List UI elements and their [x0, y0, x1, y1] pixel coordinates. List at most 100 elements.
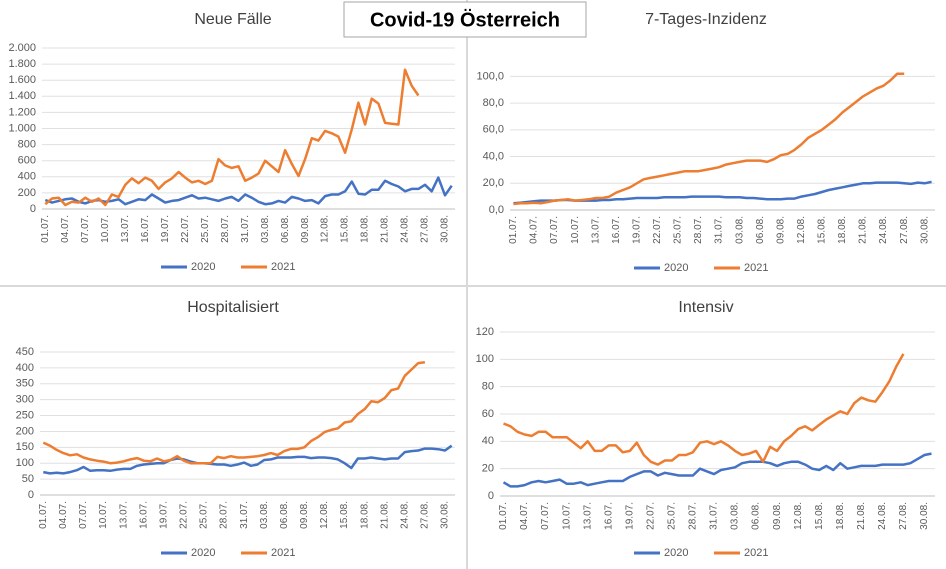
legend-label: 2020	[664, 547, 688, 559]
x-tick-label: 04.07.	[519, 502, 530, 530]
x-tick-label: 31.07.	[239, 501, 250, 529]
chart-title: Hospitalisiert	[187, 299, 279, 316]
y-tick-label: 20,0	[483, 177, 504, 189]
legend-label: 2021	[271, 261, 295, 273]
x-tick-label: 10.07.	[561, 502, 572, 530]
x-tick-label: 19.07.	[631, 216, 642, 244]
y-tick-label: 400	[18, 171, 36, 183]
x-tick-label: 31.07.	[714, 216, 725, 244]
x-tick-label: 16.07.	[140, 215, 151, 243]
legend-label: 2021	[271, 547, 295, 559]
x-tick-label: 24.08.	[400, 215, 411, 243]
x-tick-label: 15.08.	[817, 216, 828, 244]
x-tick-label: 07.07.	[549, 216, 560, 244]
y-tick-label: 200	[18, 187, 36, 199]
y-tick-label: 1.600	[8, 74, 36, 86]
y-tick-label: 0	[488, 490, 494, 502]
x-tick-label: 19.07.	[624, 502, 635, 530]
x-tick-label: 09.08.	[775, 216, 786, 244]
y-tick-label: 350	[16, 378, 34, 390]
x-tick-label: 24.08.	[399, 501, 410, 529]
x-tick-label: 22.07.	[652, 216, 663, 244]
x-tick-label: 07.07.	[78, 501, 89, 529]
x-tick-label: 15.08.	[814, 502, 825, 530]
x-tick-label: 22.07.	[180, 215, 191, 243]
x-tick-label: 06.08.	[751, 502, 762, 530]
x-tick-label: 30.08.	[919, 216, 930, 244]
y-tick-label: 60	[482, 408, 494, 420]
x-tick-label: 25.07.	[673, 216, 684, 244]
chart-title: 7-Tages-Inzidenz	[645, 11, 767, 28]
y-tick-label: 450	[16, 346, 34, 358]
y-tick-label: 600	[18, 155, 36, 167]
x-tick-label: 10.07.	[570, 216, 581, 244]
chart-title: Neue Fälle	[194, 11, 271, 28]
x-tick-label: 16.07.	[603, 502, 614, 530]
y-tick-label: 40	[482, 435, 494, 447]
x-tick-label: 28.07.	[219, 501, 230, 529]
series-line	[502, 452, 932, 488]
x-tick-label: 30.08.	[440, 215, 451, 243]
x-tick-label: 06.08.	[280, 215, 291, 243]
y-tick-label: 0	[28, 489, 34, 501]
x-tick-label: 10.07.	[98, 501, 109, 529]
series-line	[43, 444, 453, 475]
x-tick-label: 04.07.	[529, 216, 540, 244]
x-tick-label: 28.07.	[688, 502, 699, 530]
x-tick-label: 01.07.	[38, 501, 49, 529]
x-tick-label: 22.07.	[645, 502, 656, 530]
y-tick-label: 120	[476, 326, 494, 338]
main-title: Covid-19 Österreich	[370, 8, 560, 31]
title-box	[343, 1, 587, 38]
x-tick-label: 03.08.	[260, 215, 271, 243]
x-tick-label: 30.08.	[440, 501, 451, 529]
x-tick-label: 24.08.	[878, 216, 889, 244]
y-tick-label: 100	[476, 353, 494, 365]
x-tick-label: 10.07.	[100, 215, 111, 243]
y-tick-label: 300	[16, 394, 34, 406]
legend-label: 2020	[191, 547, 215, 559]
y-tick-label: 80,0	[483, 97, 504, 109]
y-tick-label: 1.800	[8, 58, 36, 70]
x-tick-label: 24.08.	[877, 502, 888, 530]
y-tick-label: 250	[16, 409, 34, 421]
x-tick-label: 07.07.	[80, 215, 91, 243]
x-tick-label: 09.08.	[300, 215, 311, 243]
x-tick-label: 27.08.	[898, 502, 909, 530]
x-tick-label: 13.07.	[120, 215, 131, 243]
y-tick-label: 60,0	[483, 124, 504, 136]
y-tick-label: 1.200	[8, 106, 36, 118]
legend-label: 2020	[191, 261, 215, 273]
y-tick-label: 800	[18, 139, 36, 151]
x-tick-label: 12.08.	[319, 501, 330, 529]
x-tick-label: 19.07.	[160, 215, 171, 243]
series-line	[44, 176, 453, 206]
x-tick-label: 27.08.	[420, 501, 431, 529]
y-tick-label: 20	[482, 463, 494, 475]
x-tick-label: 06.08.	[279, 501, 290, 529]
series-line	[44, 68, 420, 207]
x-tick-label: 09.08.	[772, 502, 783, 530]
x-tick-label: 04.07.	[60, 215, 71, 243]
y-tick-label: 40,0	[483, 150, 504, 162]
x-tick-label: 18.08.	[837, 216, 848, 244]
x-tick-label: 01.07.	[498, 502, 509, 530]
x-tick-label: 25.07.	[667, 502, 678, 530]
x-tick-label: 18.08.	[360, 215, 371, 243]
y-tick-label: 80	[482, 381, 494, 393]
x-tick-label: 13.07.	[118, 501, 129, 529]
x-tick-label: 18.08.	[359, 501, 370, 529]
x-tick-label: 31.07.	[709, 502, 720, 530]
x-tick-label: 04.07.	[58, 501, 69, 529]
x-tick-label: 21.08.	[856, 502, 867, 530]
x-tick-label: 03.08.	[259, 501, 270, 529]
x-tick-label: 21.08.	[858, 216, 869, 244]
y-tick-label: 2.000	[8, 42, 36, 54]
x-tick-label: 13.07.	[590, 216, 601, 244]
x-tick-label: 27.08.	[899, 216, 910, 244]
series-line	[42, 360, 426, 465]
x-tick-label: 27.08.	[420, 215, 431, 243]
x-tick-label: 22.07.	[179, 501, 190, 529]
